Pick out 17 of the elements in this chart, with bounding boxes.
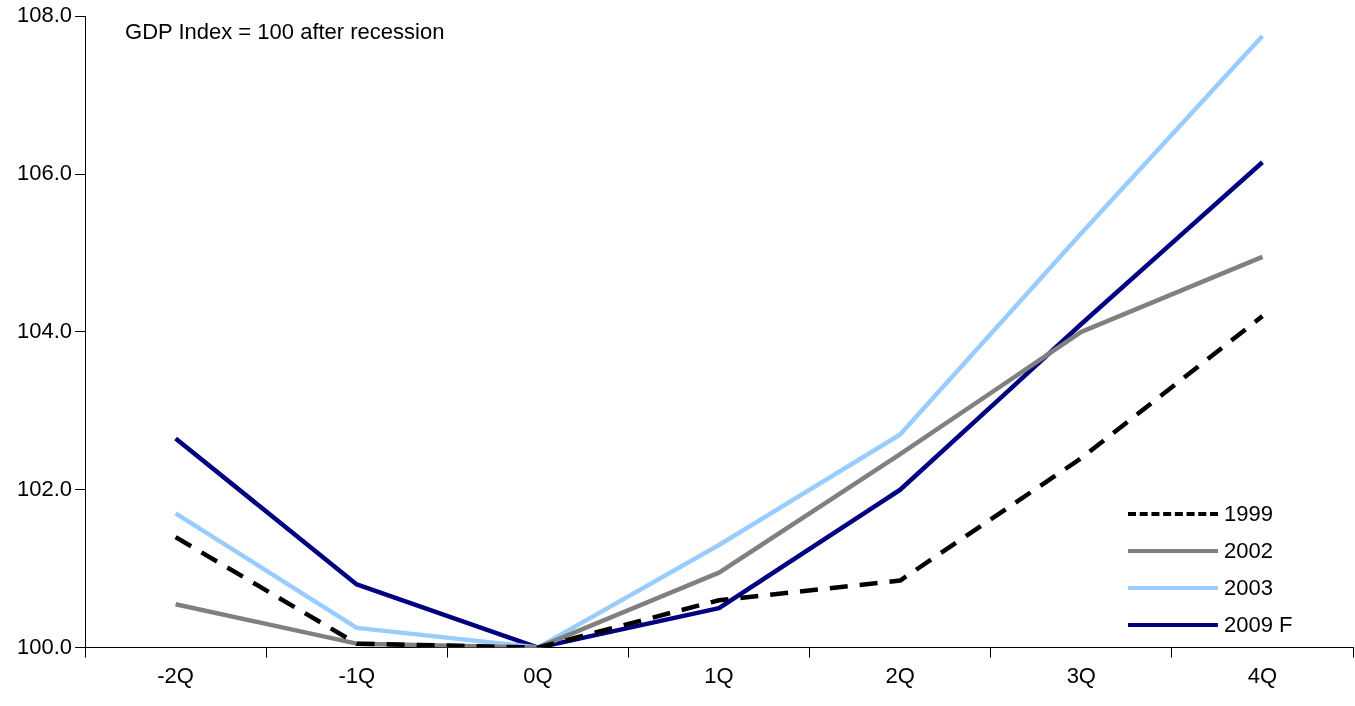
x-tick-label: 4Q — [1247, 662, 1278, 688]
legend-label: 2002 — [1224, 538, 1273, 565]
y-tick-label: 100.0 — [16, 633, 73, 659]
legend-label: 2009 F — [1224, 612, 1293, 639]
x-tick-label: 2Q — [885, 662, 915, 688]
x-tick-label: -2Q — [157, 662, 194, 688]
legend-label: 2003 — [1224, 575, 1273, 602]
x-tick-label: 3Q — [1066, 662, 1096, 688]
y-tick-label: 104.0 — [16, 317, 73, 343]
x-tick-label: 1Q — [704, 662, 734, 688]
y-tick-label: 102.0 — [16, 475, 73, 501]
y-tick-label: 106.0 — [16, 160, 73, 186]
legend-label: 1999 — [1224, 501, 1273, 528]
x-tick-label: 0Q — [523, 662, 553, 688]
x-tick-label: -1Q — [338, 662, 376, 688]
y-tick-label: 108.0 — [16, 2, 73, 28]
annotation: GDP Index = 100 after recession — [125, 19, 445, 45]
